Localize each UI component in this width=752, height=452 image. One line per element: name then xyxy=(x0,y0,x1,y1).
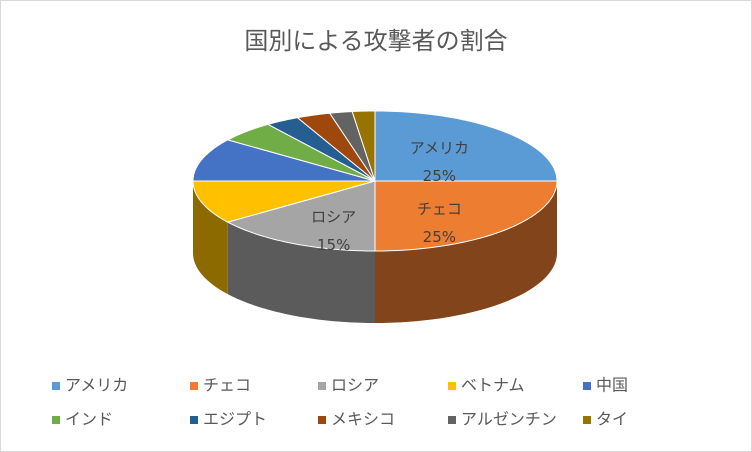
legend-label: タイ xyxy=(596,410,628,429)
legend-marker xyxy=(52,416,60,424)
slice-side xyxy=(375,181,557,323)
data-label-name: チェコ xyxy=(417,200,462,218)
legend-marker xyxy=(448,416,456,424)
legend-marker xyxy=(190,382,198,390)
legend-label: メキシコ xyxy=(331,410,395,429)
slice xyxy=(351,110,376,182)
data-label: 25% xyxy=(423,167,456,185)
slice xyxy=(192,180,376,223)
data-label: 15% xyxy=(317,236,350,254)
legend-label: ベトナム xyxy=(461,376,525,395)
legend-label: ロシア xyxy=(331,376,379,395)
slice xyxy=(226,123,376,182)
slice-side xyxy=(193,181,228,295)
legend-marker xyxy=(583,416,591,424)
slice xyxy=(374,110,558,182)
legend-label: アルゼンチン xyxy=(461,410,557,429)
slice xyxy=(374,180,558,252)
data-label: 25% xyxy=(423,228,456,246)
data-label-name: ロシア xyxy=(311,208,356,226)
legend-label: チェコ xyxy=(203,376,251,395)
slice xyxy=(328,111,376,182)
legend-label: アメリカ xyxy=(65,376,128,395)
slice xyxy=(296,112,376,182)
data-label-name: アメリカ xyxy=(410,139,469,157)
chart-title: 国別による攻撃者の割合 xyxy=(244,27,507,55)
slice xyxy=(266,117,376,182)
legend-label: 中国 xyxy=(596,376,628,395)
legend-label: インド xyxy=(65,410,113,429)
legend-label: エジプト xyxy=(203,410,267,429)
slice xyxy=(192,139,376,182)
legend-marker xyxy=(318,416,326,424)
legend-marker xyxy=(583,382,591,390)
legend-marker xyxy=(52,382,60,390)
legend-marker xyxy=(190,416,198,424)
slice xyxy=(226,180,376,252)
legend-marker xyxy=(318,382,326,390)
legend-marker xyxy=(448,382,456,390)
slice-side xyxy=(227,222,375,323)
